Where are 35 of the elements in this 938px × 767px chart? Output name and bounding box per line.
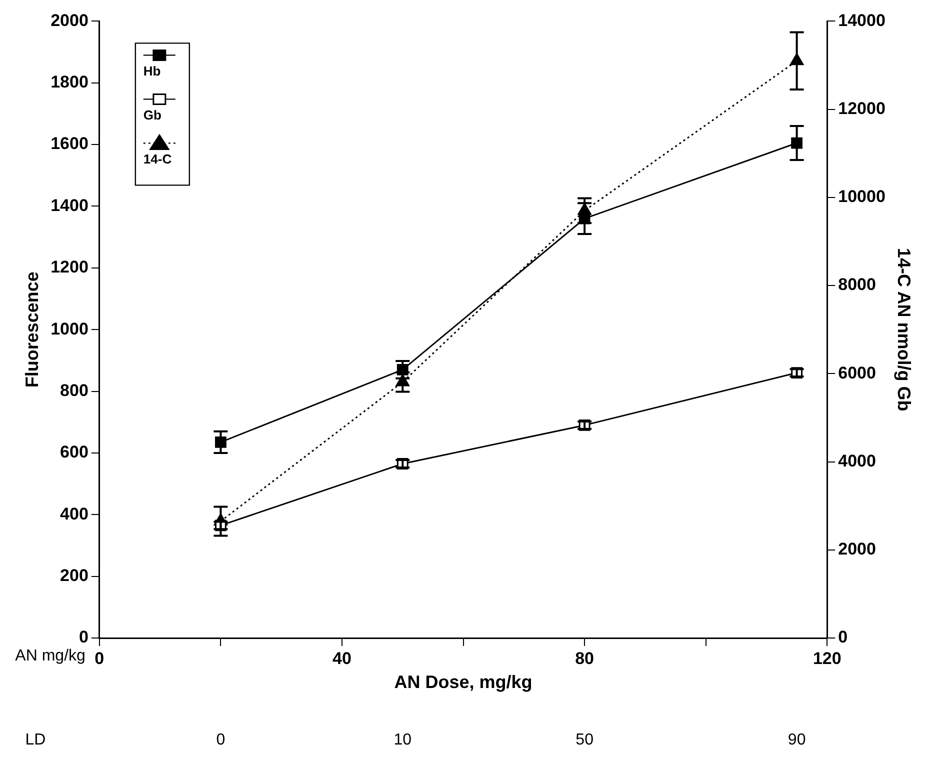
text: 50 [576, 731, 594, 748]
legend-label: Hb [143, 63, 161, 78]
y-tick-label: 2000 [50, 10, 88, 30]
y-tick-label: 1800 [50, 72, 88, 92]
text: AN mg/kg [15, 647, 86, 664]
y-tick-label: 200 [60, 566, 88, 586]
y2-tick-label: 8000 [838, 275, 876, 294]
y2-tick-label: 4000 [838, 451, 876, 470]
x-tick-label: 0 [94, 648, 104, 668]
y-tick-label: 400 [60, 504, 88, 524]
y-tick-label: 800 [60, 380, 88, 400]
y-tick-label: 1600 [50, 134, 88, 154]
y2-tick-label: 6000 [838, 363, 876, 382]
y2-tick-label: 2000 [838, 540, 876, 559]
text: LD [25, 731, 46, 748]
y2-tick-label: 14000 [838, 10, 886, 30]
x-tick-label: 80 [575, 648, 594, 668]
text: 0 [216, 731, 226, 748]
x-axis-title: AN Dose, mg/kg [394, 672, 532, 692]
y-tick-label: 1400 [50, 196, 88, 215]
y2-axis-title: 14-C AN nmol/g Gb [894, 248, 914, 412]
x-tick-label: 120 [812, 648, 842, 668]
y-axis-title: Fluorescence [22, 272, 42, 388]
y2-tick-label: 10000 [838, 187, 886, 206]
y-tick-label: 0 [78, 628, 88, 647]
y2-tick-label: 0 [838, 628, 848, 647]
legend-label: 14-C [143, 151, 172, 166]
text: 90 [788, 731, 806, 748]
x-tick-label: 40 [332, 648, 352, 668]
y2-tick-label: 12000 [838, 99, 886, 118]
y-tick-label: 1200 [50, 258, 88, 277]
y-tick-label: 600 [60, 442, 88, 462]
text: 10 [394, 731, 412, 748]
y-tick-label: 1000 [50, 319, 88, 338]
legend-label: Gb [143, 107, 162, 122]
